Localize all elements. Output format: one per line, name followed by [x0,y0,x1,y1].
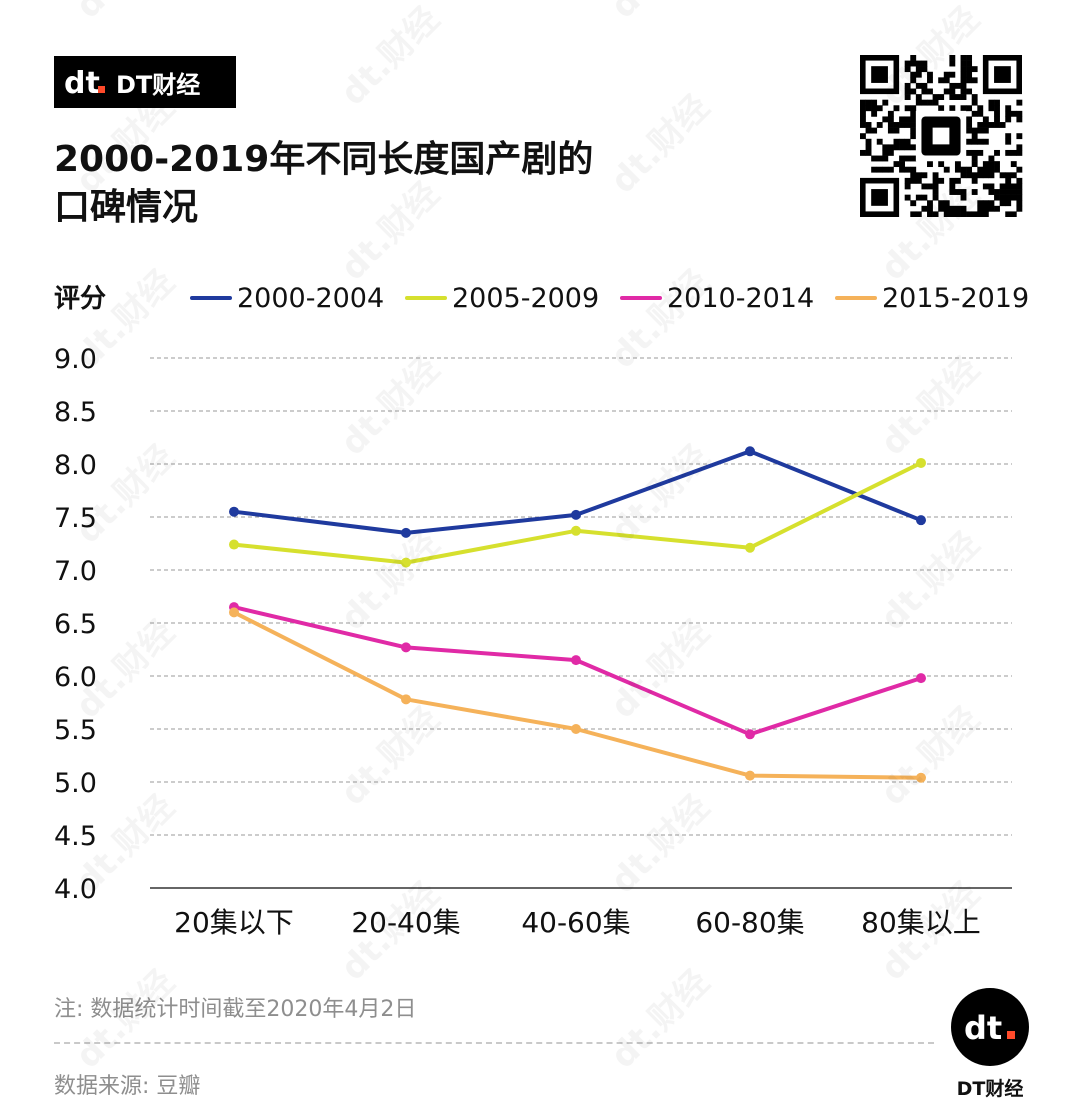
y-tick-label: 4.5 [54,821,97,852]
data-point [401,527,411,538]
title-line-2: 口碑情况 [54,187,199,228]
y-tick-label: 8.5 [54,397,97,428]
data-point [916,515,926,526]
y-tick-label: 8.0 [54,450,97,481]
dt-logo-icon: dt [64,66,105,101]
dt-logo-mark: dt [64,66,100,101]
title-line-1: 2000-2019年不同长度国产剧的 [54,139,594,180]
data-point [229,539,239,550]
data-point [401,642,411,653]
line-chart: 评分 2000-2004 2005-2009 2010-2014 2015-2019 9.… [54,283,1029,939]
y-tick-label: 4.0 [54,874,97,905]
dt-circle-logo-icon: dt [951,988,1029,1066]
page-title: 2000-2019年不同长度国产剧的 口碑情况 [54,136,774,232]
x-tick-label: 80集以上 [861,906,981,939]
y-tick-label: 6.0 [54,662,97,693]
data-point [916,772,926,783]
data-point [916,673,926,684]
footer-logo-text: DT财经 [956,1078,1024,1100]
watermark-text: dt.财经 [603,962,717,1076]
series-line-3 [232,605,923,737]
data-point [571,525,581,536]
legend-label-3: 2010-2014 [667,283,814,314]
footnote: 注: 数据统计时间截至2020年4月2日 [54,997,417,1022]
brand-name: DT财经 [116,70,201,99]
y-tick-label: 6.5 [54,609,97,640]
data-point [745,446,755,457]
footer-divider [54,1042,934,1044]
data-point [571,655,581,666]
y-axis-label: 评分 [54,284,106,314]
y-tick-label: 7.5 [54,503,97,534]
data-point [401,694,411,705]
y-tick-label: 9.0 [54,344,97,375]
data-point [229,506,239,517]
x-tick-label: 60-80集 [695,906,804,939]
data-point [916,457,926,468]
data-point [401,557,411,568]
legend-label-4: 2015-2019 [882,283,1029,314]
watermark-text: dt.财经 [333,0,447,113]
y-tick-label: 5.0 [54,768,97,799]
data-point [229,607,239,618]
watermark-text: dt.财经 [68,0,182,26]
data-point [745,729,755,740]
x-tick-label: 40-60集 [521,906,630,939]
data-point [571,509,581,520]
qr-code-icon [860,55,1023,217]
data-point [745,542,755,553]
x-tick-label: 20-40集 [351,906,460,939]
y-tick-label: 5.5 [54,715,97,746]
data-point [571,724,581,734]
legend-label-2: 2005-2009 [452,283,599,314]
watermark-text: dt.财经 [603,0,717,26]
legend-label-1: 2000-2004 [237,283,384,314]
data-point [745,770,755,781]
logo-mark: dt [964,1009,1002,1047]
brand-badge: dt DT财经 [54,56,236,108]
data-source: 数据来源: 豆瓣 [54,1074,201,1099]
series-line-4 [232,610,923,780]
y-tick-label: 7.0 [54,556,97,587]
x-tick-label: 20集以下 [174,906,294,939]
